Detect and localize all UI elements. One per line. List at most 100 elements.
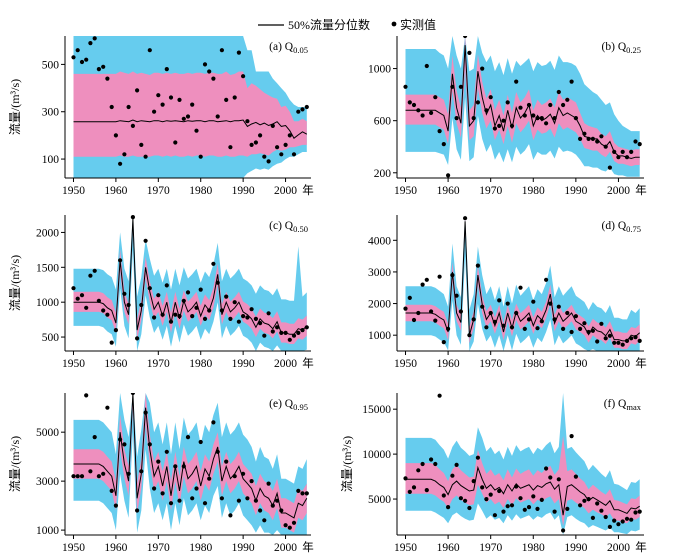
observed-point xyxy=(173,140,178,145)
observed-point xyxy=(539,497,544,502)
y-tick-label: 500 xyxy=(42,332,60,344)
observed-point xyxy=(135,508,140,513)
observed-point xyxy=(160,312,165,317)
observed-point xyxy=(232,300,237,305)
observed-point xyxy=(219,496,224,501)
observed-point xyxy=(198,154,203,159)
observed-point xyxy=(262,154,267,159)
observed-point xyxy=(75,48,80,53)
observed-point xyxy=(296,330,301,335)
panel-3: 1950 1960 1970 1980 1990 2000 年 1000 2000 3000 400… xyxy=(368,215,647,370)
observed-point xyxy=(241,314,246,319)
observed-point xyxy=(109,104,114,110)
observed-point xyxy=(407,489,412,494)
observed-point xyxy=(578,326,583,331)
observed-point xyxy=(241,471,246,476)
observed-point xyxy=(561,528,566,533)
x-tick-label: 1980 xyxy=(522,358,545,370)
observed-point xyxy=(492,513,497,518)
observed-point xyxy=(143,410,148,415)
observed-point xyxy=(526,505,532,510)
observed-point xyxy=(275,498,280,503)
y-tick-label: 5000 xyxy=(36,427,59,439)
observed-point xyxy=(607,333,613,338)
observed-point xyxy=(168,319,174,324)
observed-point xyxy=(291,152,297,157)
observed-point xyxy=(296,488,301,493)
observed-point xyxy=(304,491,309,496)
median-line xyxy=(73,119,308,139)
observed-point xyxy=(586,136,591,141)
y-tick-label: 3000 xyxy=(368,267,391,279)
x-tick-label: 1950 xyxy=(62,358,85,370)
observed-point xyxy=(531,299,536,304)
observed-point xyxy=(624,338,630,343)
observed-point xyxy=(603,336,608,341)
observed-point xyxy=(552,509,557,514)
observed-point xyxy=(607,165,613,170)
observed-point xyxy=(531,494,536,499)
observed-point xyxy=(253,498,258,503)
observed-point xyxy=(522,113,527,118)
observed-point xyxy=(624,516,630,521)
observed-point xyxy=(258,321,263,326)
observed-point xyxy=(130,215,135,220)
observed-point xyxy=(450,84,455,89)
y-tick-label: 600 xyxy=(374,116,392,128)
observed-point xyxy=(202,62,208,67)
observed-point xyxy=(612,340,617,345)
observed-point xyxy=(441,340,446,345)
observed-point xyxy=(446,173,451,178)
observed-point xyxy=(629,149,634,154)
observed-point xyxy=(135,88,140,93)
observed-point xyxy=(147,286,152,291)
observed-point xyxy=(433,318,438,323)
panel-2: 1950 1960 1970 1980 1990 2000 年 500 1000 1500 2000… xyxy=(8,215,314,370)
legend: 50%流量分位数 实测值 xyxy=(258,17,436,32)
observed-point xyxy=(446,326,451,331)
observed-point xyxy=(526,102,532,108)
x-tick-label: 1980 xyxy=(522,185,545,197)
observed-point xyxy=(467,505,472,511)
observed-point xyxy=(595,501,600,506)
observed-point xyxy=(539,319,544,324)
median-line xyxy=(405,221,641,342)
observed-point xyxy=(629,336,634,341)
observed-point xyxy=(446,505,451,510)
observed-point xyxy=(75,474,80,479)
observed-point xyxy=(181,298,186,303)
observed-point xyxy=(458,84,463,89)
observed-point xyxy=(300,491,305,496)
observed-point xyxy=(488,492,493,497)
observed-point xyxy=(599,321,604,326)
observed-point xyxy=(283,142,288,147)
observed-point xyxy=(215,280,220,285)
y-tick-label: 15000 xyxy=(362,404,391,416)
x-tick-label: 1980 xyxy=(189,358,212,370)
observed-point xyxy=(202,501,208,506)
observed-point xyxy=(475,263,480,268)
observed-point xyxy=(241,74,246,79)
plot-area xyxy=(403,36,642,178)
observed-point xyxy=(224,294,229,299)
observed-point xyxy=(416,108,421,113)
x-tick-label: 1990 xyxy=(232,358,255,370)
x-tick-label: 2000 xyxy=(274,542,297,554)
observed-point xyxy=(458,309,463,314)
x-tick-label: 1990 xyxy=(564,185,587,197)
observed-point xyxy=(552,116,557,121)
observed-point xyxy=(573,116,579,121)
observed-point xyxy=(403,84,408,89)
observed-point xyxy=(262,333,267,338)
observed-point xyxy=(118,161,123,166)
observed-point xyxy=(590,515,596,521)
observed-point xyxy=(424,488,429,493)
observed-point xyxy=(514,79,519,84)
observed-point xyxy=(526,317,532,322)
observed-point xyxy=(603,144,608,149)
observed-point xyxy=(232,95,237,100)
observed-point xyxy=(518,105,523,110)
observed-point xyxy=(416,310,421,316)
observed-point xyxy=(501,323,506,328)
observed-point xyxy=(463,216,468,221)
